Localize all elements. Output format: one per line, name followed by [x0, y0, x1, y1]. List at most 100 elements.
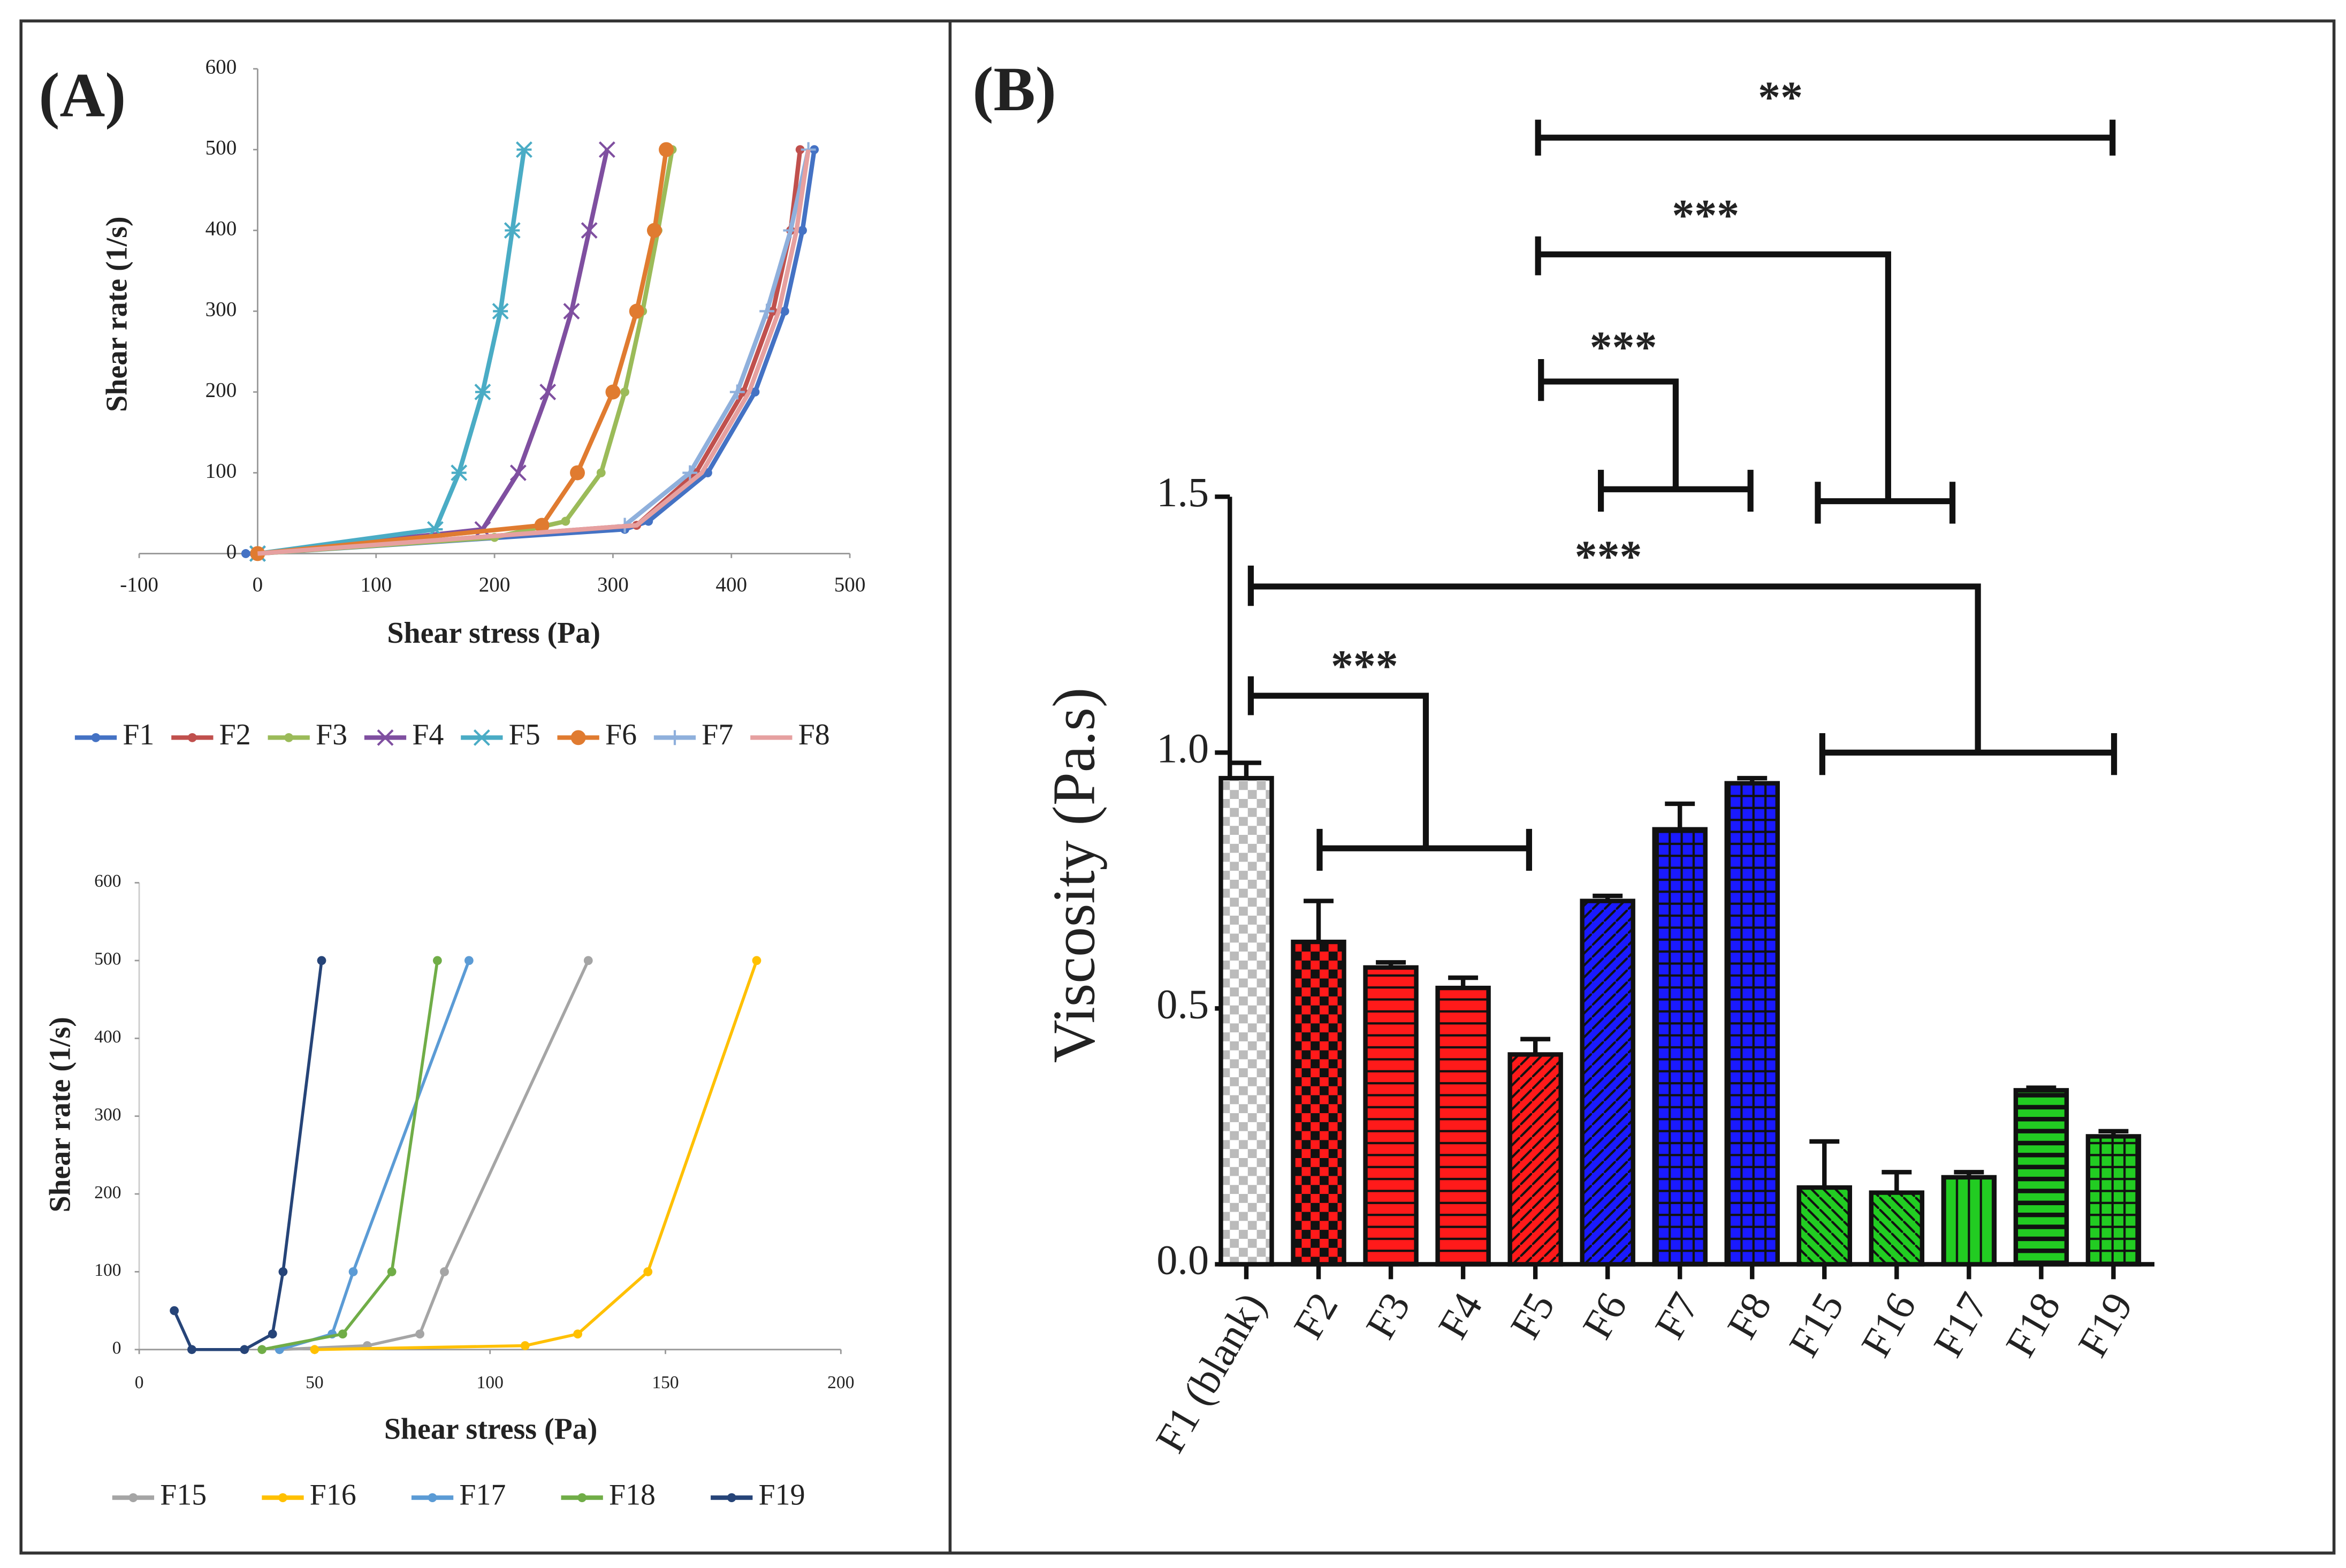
- marker: [387, 1267, 397, 1276]
- y-tick-label: 500: [94, 949, 121, 969]
- x-tick-label: 0: [135, 1373, 144, 1392]
- series-line: [173, 960, 323, 1351]
- x-tick-label: 150: [652, 1373, 679, 1392]
- marker: [187, 733, 197, 742]
- y-tick-label: 200: [205, 378, 237, 401]
- marker: [504, 222, 521, 239]
- series-line: [257, 149, 669, 556]
- y-axis-title: Shear rate (1/s): [43, 1017, 77, 1212]
- marker: [629, 303, 644, 319]
- legend-label: F3: [316, 718, 347, 751]
- x-tick-label: 400: [715, 573, 747, 596]
- x-tick-label: F15: [1780, 1285, 1853, 1365]
- marker: [539, 384, 557, 400]
- y-tick-label: 1.5: [1156, 469, 1209, 515]
- marker: [750, 387, 760, 397]
- bar: [2013, 1088, 2069, 1267]
- marker: [317, 956, 326, 965]
- x-tick-label: F4: [1429, 1285, 1491, 1346]
- x-tick-label: F8: [1718, 1285, 1780, 1346]
- x-tick-label: 50: [306, 1373, 324, 1392]
- bar: [1941, 1175, 1997, 1267]
- marker: [596, 468, 606, 477]
- x-axis-title: Shear stress (Pa): [387, 616, 600, 650]
- series-line: [262, 960, 439, 1351]
- bar: [1291, 939, 1346, 1267]
- x-tick-label: F3: [1357, 1285, 1419, 1346]
- panel-label: (B): [972, 55, 1056, 124]
- y-tick-label: 0: [226, 540, 237, 563]
- legend-label: F19: [759, 1478, 805, 1511]
- marker: [473, 729, 490, 746]
- y-tick-label: 300: [205, 298, 237, 321]
- significance-bracket: [1535, 236, 1956, 524]
- bar: [1363, 965, 1419, 1267]
- marker: [278, 1493, 287, 1502]
- marker: [598, 141, 615, 158]
- bar: [1435, 985, 1491, 1267]
- marker: [682, 465, 698, 481]
- x-tick-label: F18: [1997, 1285, 2069, 1365]
- marker: [91, 733, 101, 742]
- series-line: [257, 149, 610, 556]
- marker: [646, 223, 662, 238]
- marker: [464, 956, 474, 965]
- legend-label: F8: [798, 718, 830, 751]
- x-tick-label: F6: [1573, 1285, 1636, 1346]
- marker: [727, 1493, 736, 1502]
- error-bar: [1304, 899, 1334, 942]
- error-bar: [1882, 1170, 1912, 1193]
- marker: [268, 1329, 277, 1339]
- marker: [795, 145, 805, 154]
- x-tick-label: F7: [1646, 1285, 1708, 1346]
- marker: [780, 307, 789, 316]
- marker: [377, 729, 394, 746]
- marker: [534, 517, 550, 533]
- y-axis-title: Shear rate (1/s): [101, 216, 134, 412]
- x-tick-label: F19: [2069, 1285, 2142, 1365]
- legend-label: F1: [123, 718, 154, 751]
- marker: [241, 549, 250, 558]
- significance-label: ***: [1672, 191, 1739, 240]
- x-tick-label: 300: [597, 573, 629, 596]
- y-tick-label: 0.5: [1156, 980, 1209, 1027]
- marker: [620, 387, 629, 397]
- error-bar: [1520, 1037, 1551, 1055]
- legend-label: F18: [609, 1478, 656, 1511]
- marker: [492, 303, 509, 319]
- marker: [128, 1493, 138, 1502]
- x-tick-label: 100: [360, 573, 392, 596]
- marker: [187, 1345, 196, 1354]
- series-line: [257, 149, 803, 556]
- bar: [1869, 1190, 1925, 1267]
- bar: [2085, 1134, 2142, 1267]
- marker: [338, 1329, 347, 1339]
- x-tick-label: F16: [1852, 1285, 1925, 1365]
- y-tick-label: 600: [94, 871, 121, 891]
- y-tick-label: 500: [205, 136, 237, 159]
- series-line: [623, 149, 811, 527]
- x-tick-label: 0: [253, 573, 263, 596]
- bar: [1580, 899, 1635, 1267]
- marker: [310, 1345, 319, 1354]
- x-tick-label: F5: [1501, 1285, 1564, 1346]
- marker: [278, 1267, 288, 1276]
- significance-label: **: [1758, 72, 1803, 122]
- y-axis-title: Viscosity (Pa.s): [1041, 688, 1107, 1063]
- significance-label: ***: [1575, 532, 1642, 582]
- x-tick-label: F2: [1284, 1285, 1347, 1346]
- series-line: [257, 149, 527, 556]
- marker: [605, 384, 621, 400]
- series-line: [246, 149, 817, 556]
- frame: [19, 19, 2336, 1555]
- error-bar: [1231, 760, 1261, 779]
- significance-bracket: [1535, 119, 2116, 156]
- marker: [170, 1306, 179, 1315]
- panel-label: (A): [39, 60, 126, 130]
- error-bar: [1665, 801, 1695, 829]
- marker: [577, 1493, 587, 1502]
- y-tick-label: 1.0: [1156, 725, 1209, 771]
- error-bar: [1809, 1139, 1840, 1188]
- significance-bracket: [1247, 676, 1532, 871]
